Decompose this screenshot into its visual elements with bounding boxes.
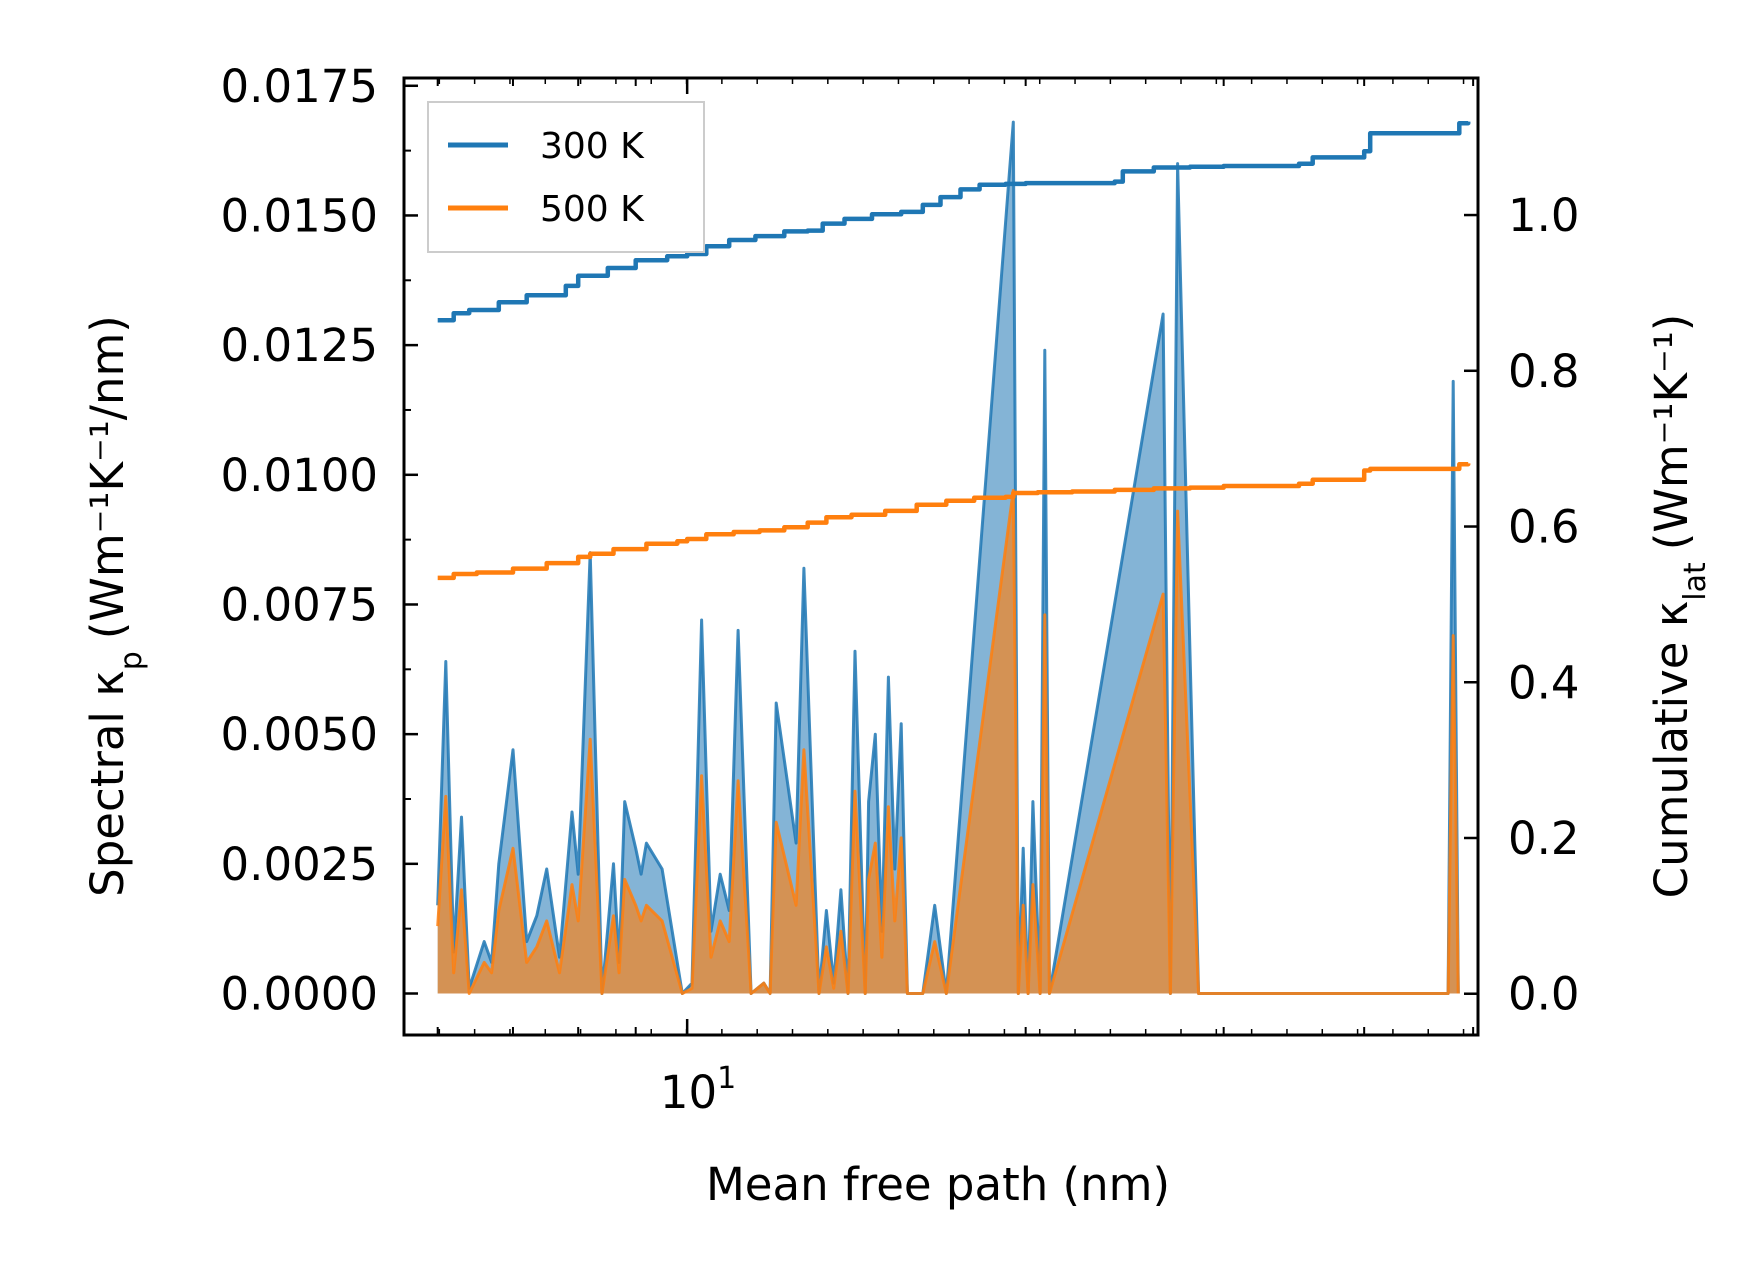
legend: 300 K 500 K	[427, 101, 705, 253]
legend-label-500k: 500 K	[540, 189, 645, 230]
left-y-tick-label-7: 0.0175	[221, 60, 378, 113]
left-y-tick-label-1: 0.0025	[221, 838, 378, 891]
right-y-tick-label-4: 0.8	[1508, 345, 1580, 398]
x-axis-label: Mean free path (nm)	[706, 1158, 1170, 1211]
left-y-tick-label-0: 0.0000	[221, 968, 378, 1021]
right-y-tick-label-0: 0.0	[1508, 968, 1580, 1021]
spectral-line-500k	[436, 488, 1460, 995]
x-tick-label-10: 101	[660, 1061, 736, 1119]
left-y-label-unit: (Wm⁻¹K⁻¹/nm)	[81, 315, 134, 639]
left-y-label-sub: p	[114, 651, 149, 670]
left-y-tick-label-3: 0.0075	[221, 578, 378, 631]
right-y-tick-label-5: 1.0	[1508, 189, 1580, 242]
left-y-tick-label-2: 0.0050	[221, 708, 378, 761]
cumulative-line-500k	[437, 461, 1471, 581]
axes-layer: 0.00000.00250.00500.00750.01000.01250.01…	[221, 60, 1580, 1037]
legend-label-300k: 300 K	[540, 126, 645, 167]
right-y-tick-label-2: 0.4	[1508, 656, 1580, 709]
left-y-axis-label: Spectral κp (Wm⁻¹K⁻¹/nm)	[81, 315, 149, 897]
spectral-layer	[436, 120, 1460, 995]
legend-box	[427, 101, 705, 253]
right-y-tick-label-3: 0.6	[1508, 501, 1580, 554]
plot-frame	[402, 76, 1480, 1037]
right-y-tick-label-1: 0.2	[1508, 812, 1580, 865]
cumulative-layer	[437, 120, 1471, 581]
left-y-label-main: Spectral κ	[81, 670, 134, 897]
right-y-axis-label: Cumulative κlat (Wm⁻¹K⁻¹)	[1645, 314, 1713, 899]
left-y-tick-label-6: 0.0150	[221, 189, 378, 242]
x-tick-label-exponent: 1	[717, 1061, 736, 1096]
x-tick-label-base: 10	[660, 1066, 717, 1119]
left-y-tick-label-4: 0.0100	[221, 449, 378, 502]
cumulative-line-300k	[437, 120, 1471, 323]
right-y-label-unit: (Wm⁻¹K⁻¹)	[1645, 314, 1698, 551]
left-y-tick-label-5: 0.0125	[221, 319, 378, 372]
right-y-label-main: Cumulative κ	[1645, 601, 1698, 899]
right-y-label-sub: lat	[1678, 562, 1713, 601]
